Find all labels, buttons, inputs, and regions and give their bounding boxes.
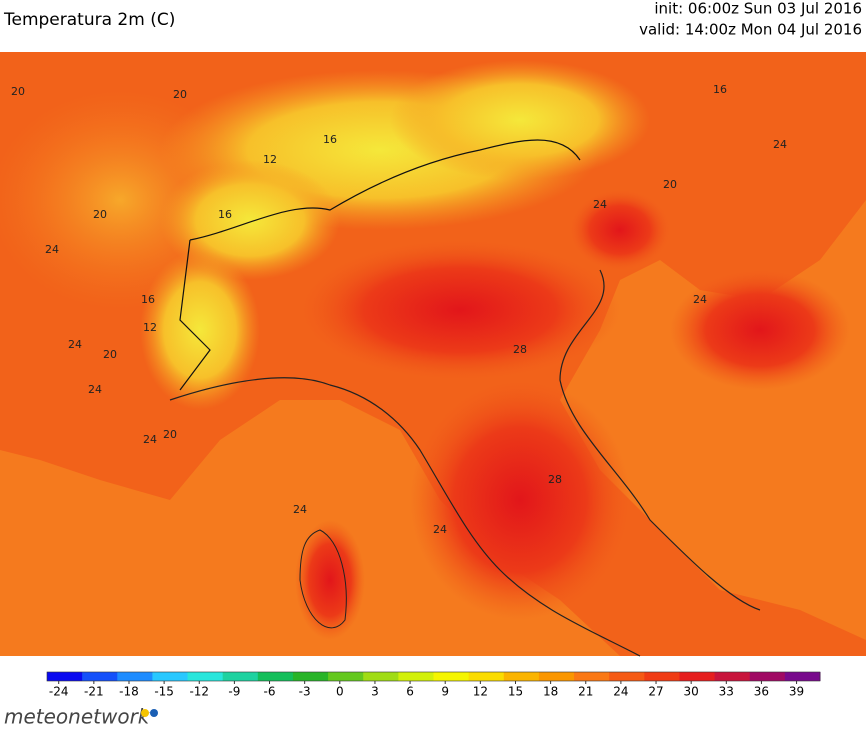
init-time: init: 06:00z Sun 03 Jul 2016: [654, 0, 862, 18]
contour-label: 16: [218, 208, 232, 221]
contour-label: 24: [143, 433, 157, 446]
colorbar-swatch: [679, 672, 716, 681]
logo-dot: [141, 709, 149, 717]
colorbar-swatch: [47, 672, 83, 681]
colorbar-swatch: [328, 672, 364, 681]
colorbar-frame: [46, 671, 821, 682]
contour-label: 24: [773, 138, 787, 151]
logo: meteonetwork: [4, 705, 151, 729]
colorbar: -24 -21 -18 -15 -12 -9 -6 -3 0 3 6 9 12 15 18 21 24 27 30 3…: [46, 671, 821, 699]
colorbar-swatch: [292, 672, 329, 681]
colorbar-swatch: [257, 672, 294, 681]
colorbar-swatch: [468, 672, 505, 681]
contour-label: 12: [263, 153, 277, 166]
colorbar-swatch: [433, 672, 470, 681]
contour-label: 24: [88, 383, 102, 396]
colorbar-swatch: [222, 672, 259, 681]
colorbar-tick-label: -12: [189, 685, 209, 699]
contour-label: 24: [593, 198, 607, 211]
colorbar-swatch: [82, 672, 118, 681]
contour-label: 20: [163, 428, 177, 441]
colorbar-tick-label: 15: [508, 685, 523, 699]
colorbar-tick-label: -3: [299, 685, 311, 699]
colorbar-tick-label: 30: [684, 685, 699, 699]
colorbar-tick-label: -21: [84, 685, 104, 699]
colorbar-tick-label: 36: [754, 685, 769, 699]
contour-label: 24: [293, 503, 307, 516]
contour-label: 24: [68, 338, 82, 351]
contour-label: 20: [93, 208, 107, 221]
colorbar-swatch: [503, 672, 540, 681]
contour-label: 20: [173, 88, 187, 101]
colorbar-tick-label: 6: [406, 685, 414, 699]
colorbar-tick-label: 12: [473, 685, 488, 699]
colorbar-tick-label: -15: [154, 685, 174, 699]
colorbar-tick-label: -9: [228, 685, 240, 699]
colorbar-swatch: [784, 672, 821, 681]
colorbar-tick-label: 21: [578, 685, 593, 699]
colorbar-tick-label: 39: [789, 685, 804, 699]
colorbar-swatch: [644, 672, 680, 681]
contour-label: 16: [141, 293, 155, 306]
contour-label: 20: [663, 178, 677, 191]
colorbar-tick-label: -24: [49, 685, 69, 699]
colorbar-swatch: [749, 672, 786, 681]
contour-label: 24: [45, 243, 59, 256]
colorbar-tick-label: 0: [336, 685, 344, 699]
logo-dot: [150, 709, 158, 717]
colorbar-tick-label: 9: [441, 685, 449, 699]
colorbar-swatch: [363, 672, 399, 681]
colorbar-tick-label: 18: [543, 685, 558, 699]
colorbar-tick-label: 33: [719, 685, 734, 699]
contour-label: 20: [103, 348, 117, 361]
contour-label: 24: [433, 523, 447, 536]
contour-label: 20: [11, 85, 25, 98]
colorbar-tick-label: 24: [613, 685, 628, 699]
contour-label: 28: [513, 343, 527, 356]
colorbar-tick-label: -6: [264, 685, 276, 699]
colorbar-swatch: [117, 672, 153, 681]
title: Temperatura 2m (C): [3, 10, 175, 30]
contour-label: 12: [143, 321, 157, 334]
colorbar-swatch: [574, 672, 610, 681]
colorbar-swatch: [187, 672, 224, 681]
colorbar-swatch: [538, 672, 575, 681]
colorbar-tick-label: 3: [371, 685, 379, 699]
contour-label: 24: [693, 293, 707, 306]
contour-label: 16: [713, 83, 727, 96]
colorbar-swatch: [714, 672, 751, 681]
map: [0, 52, 866, 657]
colorbar-tick-label: 27: [648, 685, 663, 699]
valid-time: valid: 14:00z Mon 04 Jul 2016: [639, 21, 862, 39]
contour-label: 28: [548, 473, 562, 486]
colorbar-tick-label: -18: [119, 685, 139, 699]
contour-label: 16: [323, 133, 337, 146]
contour-labels: 20 20 16 12 16 20 24 16 12 20 24 24 20 24 24 28 24 28 24 24…: [11, 83, 787, 536]
colorbar-swatch: [398, 672, 434, 681]
colorbar-swatch: [609, 672, 645, 681]
colorbar-swatch: [152, 672, 189, 681]
